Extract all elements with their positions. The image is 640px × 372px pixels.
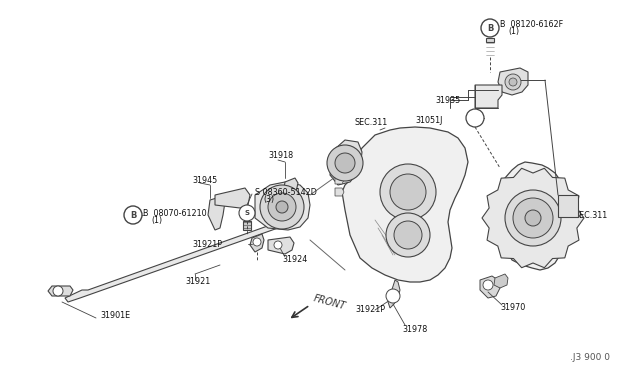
Circle shape xyxy=(268,193,296,221)
Polygon shape xyxy=(335,188,344,196)
Polygon shape xyxy=(475,85,502,108)
Polygon shape xyxy=(283,178,298,195)
Circle shape xyxy=(124,206,142,224)
Polygon shape xyxy=(208,197,225,230)
Circle shape xyxy=(390,174,426,210)
Text: SEC.311: SEC.311 xyxy=(355,118,388,126)
Circle shape xyxy=(276,201,288,213)
Text: B: B xyxy=(130,211,136,219)
Circle shape xyxy=(525,210,541,226)
Circle shape xyxy=(394,221,422,249)
Polygon shape xyxy=(503,162,562,270)
Text: (1): (1) xyxy=(151,215,162,224)
Circle shape xyxy=(239,205,255,221)
Text: S 08360-5142D: S 08360-5142D xyxy=(255,187,317,196)
Text: 31945: 31945 xyxy=(192,176,217,185)
Circle shape xyxy=(481,19,499,37)
Polygon shape xyxy=(494,274,508,288)
Circle shape xyxy=(513,198,553,238)
FancyBboxPatch shape xyxy=(558,195,578,217)
Circle shape xyxy=(505,190,561,246)
Polygon shape xyxy=(486,38,494,42)
Polygon shape xyxy=(498,68,528,95)
Circle shape xyxy=(253,238,261,246)
Text: S: S xyxy=(244,210,250,216)
Text: 31935: 31935 xyxy=(435,96,460,105)
Text: 31918: 31918 xyxy=(268,151,293,160)
Text: FRONT: FRONT xyxy=(312,293,347,311)
Polygon shape xyxy=(388,280,400,308)
Polygon shape xyxy=(482,168,584,268)
Text: 31901E: 31901E xyxy=(100,311,130,320)
Circle shape xyxy=(509,78,517,86)
Polygon shape xyxy=(480,276,500,298)
Circle shape xyxy=(466,109,484,127)
Circle shape xyxy=(505,74,521,90)
Text: 31921P: 31921P xyxy=(192,240,222,248)
Circle shape xyxy=(274,241,282,249)
Polygon shape xyxy=(335,164,344,172)
Circle shape xyxy=(260,185,304,229)
Polygon shape xyxy=(250,234,264,252)
Polygon shape xyxy=(342,127,468,282)
Text: 31921P: 31921P xyxy=(355,305,385,314)
Polygon shape xyxy=(268,237,294,254)
Circle shape xyxy=(380,164,436,220)
Polygon shape xyxy=(48,286,73,296)
Circle shape xyxy=(386,213,430,257)
Text: SEC.311: SEC.311 xyxy=(575,211,608,219)
Text: 31921: 31921 xyxy=(185,278,211,286)
Circle shape xyxy=(286,216,294,224)
Polygon shape xyxy=(255,182,310,230)
Text: B  08120-6162F: B 08120-6162F xyxy=(500,19,563,29)
Text: (1): (1) xyxy=(508,26,519,35)
Circle shape xyxy=(335,153,355,173)
Text: 31970: 31970 xyxy=(500,304,525,312)
Text: 31924: 31924 xyxy=(282,256,307,264)
Text: .J3 900 0: .J3 900 0 xyxy=(570,353,610,362)
Text: B: B xyxy=(487,23,493,32)
Circle shape xyxy=(483,280,493,290)
Polygon shape xyxy=(335,176,344,184)
Circle shape xyxy=(386,289,400,303)
Polygon shape xyxy=(65,218,294,302)
Polygon shape xyxy=(330,140,362,185)
Text: 31051J: 31051J xyxy=(415,115,442,125)
Polygon shape xyxy=(215,188,250,208)
Text: (3): (3) xyxy=(263,195,274,203)
Text: 31978: 31978 xyxy=(402,326,428,334)
Text: B  08070-61210: B 08070-61210 xyxy=(143,208,207,218)
Circle shape xyxy=(53,286,63,296)
Circle shape xyxy=(327,145,363,181)
Polygon shape xyxy=(243,221,251,230)
